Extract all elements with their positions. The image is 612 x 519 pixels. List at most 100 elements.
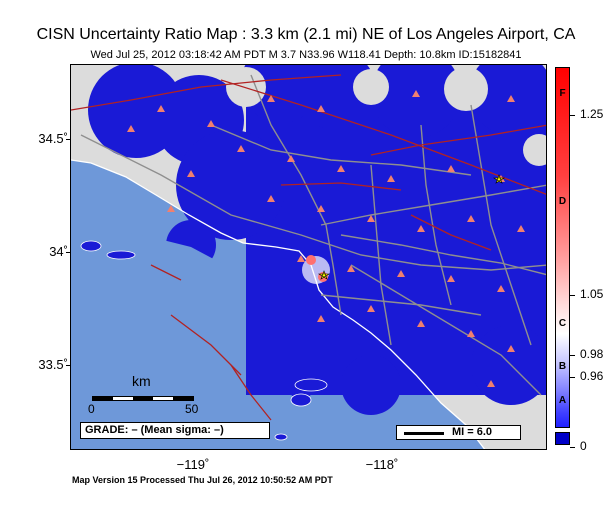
triangle-icon (487, 380, 495, 387)
colorbar-tick (570, 447, 575, 448)
uncertainty-map[interactable] (70, 64, 547, 450)
lat-label-34: 34˚ (49, 244, 68, 259)
road (250, 74, 342, 316)
colorbar-tick (570, 115, 575, 116)
triangle-icon (417, 225, 425, 232)
fault-line (410, 214, 492, 251)
triangle-icon (467, 330, 475, 337)
islands (80, 240, 328, 441)
lon-label-119: −119˚ (176, 457, 210, 472)
grade-c: C (558, 318, 567, 329)
roads (80, 74, 546, 396)
island (294, 378, 328, 392)
fault-line (230, 364, 272, 421)
hole (523, 134, 546, 166)
grade-b: B (558, 361, 567, 372)
star-icon (317, 270, 331, 280)
hole (444, 67, 488, 111)
road (420, 124, 452, 306)
triangle-icon (347, 265, 355, 272)
mi-legend-box (396, 425, 521, 440)
fault-line (280, 182, 402, 191)
fault-line (220, 79, 546, 195)
map-title: CISN Uncertainty Ratio Map : 3.3 km (2.1… (36, 26, 576, 43)
mi-legend-line (404, 432, 444, 435)
triangle-icon (297, 255, 305, 262)
triangle-icon (517, 225, 525, 232)
colorbar-min-swatch (555, 432, 570, 445)
road (370, 164, 392, 346)
island (274, 433, 288, 441)
triangle-icon (207, 120, 215, 127)
lat-label-34-5: 34.5˚ (38, 131, 68, 146)
lat-label-33-5: 33.5˚ (38, 357, 68, 372)
triangle-icon (367, 305, 375, 312)
lat-tick (66, 139, 70, 140)
uncertainty-blob (176, 130, 286, 240)
island (106, 250, 136, 260)
triangle-icon (447, 165, 455, 172)
hole (353, 69, 389, 105)
uncertainty-blob (469, 65, 546, 135)
scale-max-label: 50 (185, 402, 199, 416)
road (320, 294, 482, 316)
hole (226, 67, 266, 107)
island (290, 393, 312, 407)
triangle-icon (507, 345, 515, 352)
colorbar-tick (570, 295, 575, 296)
fault-line (370, 124, 546, 156)
triangle-icon (417, 320, 425, 327)
road (470, 104, 532, 346)
triangle-icon (367, 215, 375, 222)
triangle-icon (387, 175, 395, 182)
colorbar (555, 67, 570, 428)
road (210, 124, 472, 176)
fault-line (71, 74, 342, 111)
colorbar-tick-label: 1.25 (580, 107, 604, 121)
triangle-icon (167, 205, 175, 212)
grade-box: GRADE: – (Mean sigma: –) (80, 422, 270, 439)
lat-tick (66, 365, 70, 366)
lat-tick (66, 252, 70, 253)
station-cluster (306, 255, 316, 265)
ocean-area (71, 225, 241, 275)
grade-d: D (558, 196, 567, 207)
island (80, 240, 102, 252)
road (320, 184, 546, 226)
fault-line (150, 264, 182, 281)
epicenter-cluster (302, 174, 506, 284)
uncertainty-blob (371, 65, 461, 138)
road (340, 234, 546, 276)
triangle-icon (337, 165, 345, 172)
triangle-icon (267, 195, 275, 202)
map-canvas (71, 65, 546, 449)
road (80, 134, 546, 271)
scale-bar (92, 396, 194, 401)
triangle-icon (157, 105, 165, 112)
road (350, 264, 542, 396)
colorbar-tick (570, 355, 575, 356)
triangle-icon (317, 105, 325, 112)
colorbar-tick-label: 0.98 (580, 347, 604, 361)
scale-min-label: 0 (88, 402, 95, 416)
colorbar-tick-label: 0.96 (580, 369, 604, 383)
processing-info: Map Version 15 Processed Thu Jul 26, 201… (72, 475, 333, 485)
triangle-icon (127, 125, 135, 132)
lon-label-118: −118˚ (365, 457, 399, 472)
triangle-icon (287, 155, 295, 162)
colorbar-tick-label: 0 (580, 439, 587, 453)
colorbar-tick (570, 377, 575, 378)
uncertainty-holes (226, 67, 546, 166)
uncertainty-zone (88, 65, 546, 415)
mi-legend-label: MI = 6.0 (452, 426, 493, 438)
triangle-icon (467, 215, 475, 222)
star-icon (492, 174, 506, 184)
grade-a: A (558, 395, 567, 406)
triangle-icon (187, 170, 195, 177)
triangle-icon (317, 205, 325, 212)
triangle-icon (507, 95, 515, 102)
stations (127, 90, 525, 387)
event-info: Wed Jul 25, 2012 03:18:42 AM PDT M 3.7 N… (90, 49, 522, 61)
triangle-icon (397, 270, 405, 277)
triangle-icon (267, 95, 275, 102)
